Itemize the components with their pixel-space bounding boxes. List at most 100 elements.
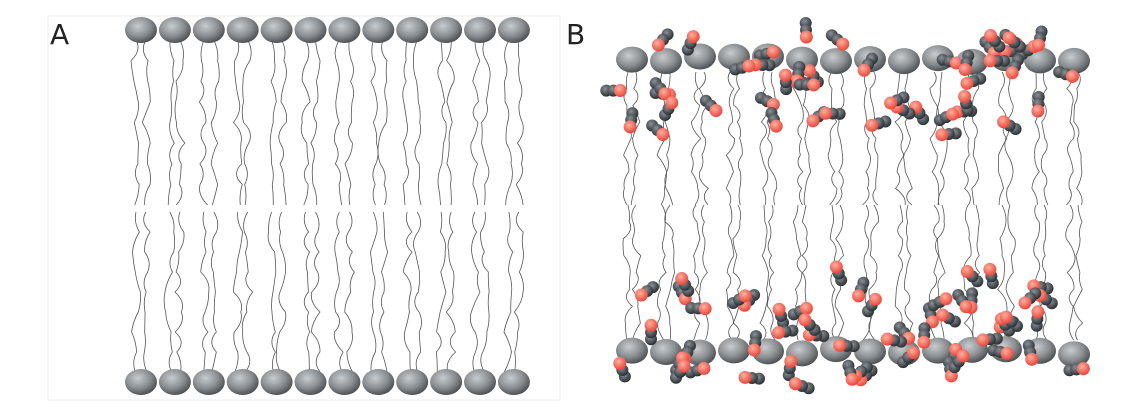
lipid-tail <box>163 211 176 373</box>
solvent-red <box>769 119 783 133</box>
lipid-tail <box>300 39 311 206</box>
lipid-tail <box>971 204 981 341</box>
solvent-red <box>884 96 898 110</box>
solvent-red <box>698 302 712 316</box>
lipid-head <box>616 337 648 364</box>
lipid-tail <box>827 71 838 206</box>
lipid-head <box>362 369 395 395</box>
solvent-red <box>880 332 894 346</box>
solvent-red <box>1031 104 1045 118</box>
lipid-tail <box>503 211 514 373</box>
lipid-head <box>328 17 361 43</box>
lipid-tail <box>435 211 447 373</box>
lipid-tail <box>894 71 906 206</box>
solvent-red <box>983 262 997 276</box>
lipid-tail <box>445 211 457 373</box>
lipid-tail <box>377 39 388 206</box>
lipid-tail <box>767 204 776 341</box>
solvent-red <box>799 301 813 315</box>
lipid-tail <box>759 204 769 341</box>
lipid-tail <box>413 211 422 373</box>
solvent-red <box>656 128 670 142</box>
lipid-tail <box>310 211 321 373</box>
solvent-red <box>936 308 950 322</box>
lipid-tail <box>370 39 379 206</box>
solvent-red <box>997 115 1011 129</box>
lipid-tail <box>732 204 742 341</box>
drawing <box>125 17 1090 395</box>
lipid-tail <box>480 211 490 373</box>
lipid-tail <box>904 204 914 341</box>
solvent-red <box>772 326 786 340</box>
solvent-red <box>802 64 816 78</box>
solvent-red <box>819 106 833 120</box>
lipid-tail <box>267 211 277 373</box>
lipid-tail <box>402 211 413 373</box>
solvent-red <box>1002 31 1016 45</box>
lipid-tail <box>198 39 209 206</box>
lipid-head <box>464 369 496 395</box>
lipid-tail <box>656 204 667 341</box>
lipid-tail <box>1065 204 1076 341</box>
solvent-red <box>742 59 756 73</box>
solvent-red <box>960 265 974 279</box>
lipid-tail <box>766 71 778 206</box>
lipid-tail <box>200 211 210 373</box>
lipid-head <box>718 337 750 364</box>
solvent-red <box>1005 66 1019 80</box>
lipid-tail <box>303 211 311 373</box>
lipid-head <box>464 17 496 43</box>
lipid-tail <box>1073 204 1084 341</box>
solvent-red <box>983 54 997 68</box>
lipid-tail <box>412 39 422 206</box>
solvent-red <box>917 335 931 349</box>
lipid-tail <box>997 71 1008 206</box>
lipid-tail <box>971 71 980 206</box>
lipid-tail <box>369 211 378 373</box>
solvent-red <box>1000 346 1014 360</box>
lipid-head <box>260 17 293 43</box>
lipid-tail <box>692 204 701 341</box>
lipid-head <box>125 369 157 395</box>
lipid-tail <box>141 39 151 206</box>
lipid-tail <box>210 39 220 206</box>
lipid-tail <box>278 39 288 206</box>
solvent-red <box>807 78 821 92</box>
solvent-red <box>959 300 973 314</box>
lipid-head <box>362 17 395 43</box>
solvent-red <box>686 30 700 44</box>
lipid-head <box>294 369 327 395</box>
lipid-tail <box>894 204 903 341</box>
lipid-head <box>616 46 648 73</box>
lipid-tail <box>792 204 803 341</box>
lipid-tail <box>402 39 409 206</box>
solvent-red <box>956 349 970 363</box>
lipid-tail <box>275 211 287 373</box>
panel-label: B <box>566 18 585 51</box>
lipid-tail <box>174 39 186 206</box>
solvent-red <box>829 260 843 274</box>
solvent-red <box>677 359 691 373</box>
solvent-red <box>1032 38 1046 52</box>
solvent-red <box>806 114 820 128</box>
lipid-tail <box>793 71 804 206</box>
solvent-red <box>634 288 648 302</box>
lipid-tail <box>269 39 277 206</box>
lipid-head <box>854 338 886 365</box>
solvent-red <box>651 38 665 52</box>
lipid-tail <box>725 204 735 341</box>
lipid-tail <box>698 204 709 341</box>
solvent-red <box>976 333 990 347</box>
lipid-head <box>650 339 682 366</box>
lipid-tail <box>167 39 175 206</box>
lipid-head <box>820 48 852 75</box>
lipid-tail <box>446 39 455 206</box>
lipid-tail <box>130 39 140 206</box>
solvent-red <box>958 62 972 76</box>
solvent-red <box>836 37 850 51</box>
lipid-head <box>497 17 530 43</box>
solvent-red <box>1065 69 1079 83</box>
lipid-tail <box>232 39 243 206</box>
lipid-tail <box>437 39 447 206</box>
lipid-head <box>125 17 157 43</box>
